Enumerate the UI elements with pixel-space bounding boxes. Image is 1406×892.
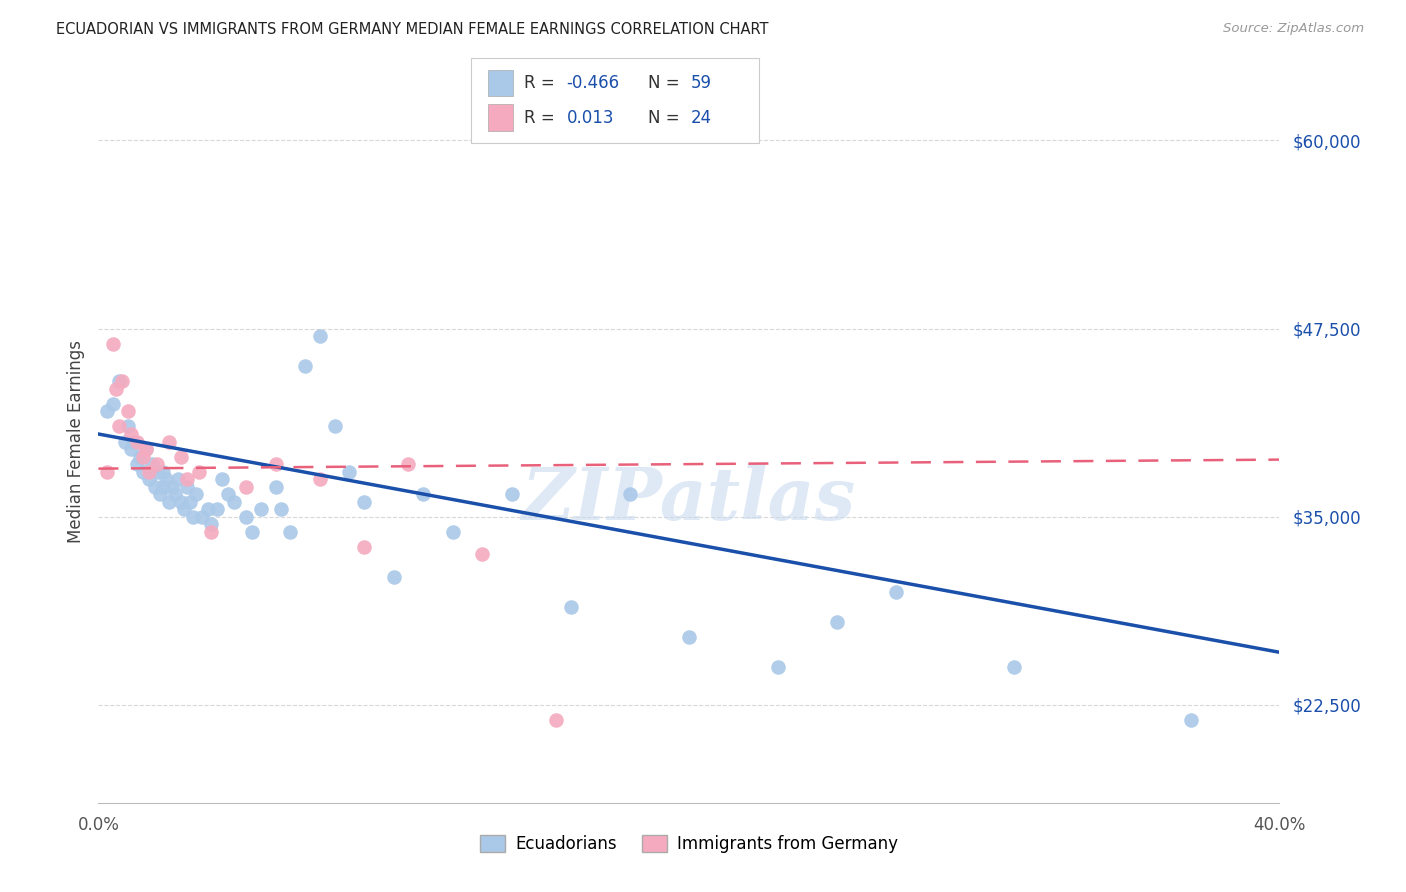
Text: R =: R = <box>524 109 561 127</box>
Point <box>197 502 219 516</box>
Point <box>117 419 139 434</box>
Point <box>678 630 700 644</box>
Point <box>122 434 145 449</box>
Point <box>157 494 180 508</box>
Point <box>157 434 180 449</box>
Text: 59: 59 <box>690 74 711 92</box>
Point <box>1002 660 1025 674</box>
Point <box>141 457 163 471</box>
Point <box>143 480 166 494</box>
Point <box>264 457 287 471</box>
Point <box>619 487 641 501</box>
Text: ZIPatlas: ZIPatlas <box>522 464 856 535</box>
Point <box>132 450 155 464</box>
Point <box>111 375 134 389</box>
Point <box>250 502 273 516</box>
Point <box>471 548 494 562</box>
Point <box>146 457 169 471</box>
Point <box>191 509 214 524</box>
Point <box>120 442 142 456</box>
Point <box>96 465 118 479</box>
Point <box>155 472 177 486</box>
Point <box>125 434 148 449</box>
Text: N =: N = <box>648 74 685 92</box>
Point <box>546 713 568 727</box>
Point <box>132 465 155 479</box>
Point <box>264 480 287 494</box>
Point <box>211 472 233 486</box>
Point <box>280 524 302 539</box>
Point <box>339 465 361 479</box>
Point <box>309 472 332 486</box>
Point <box>128 450 150 464</box>
Point <box>108 375 131 389</box>
Point <box>149 487 172 501</box>
Point <box>235 509 257 524</box>
Point <box>441 524 464 539</box>
Point <box>294 359 316 374</box>
Point <box>176 480 198 494</box>
Point <box>1180 713 1202 727</box>
Point <box>179 494 201 508</box>
Point <box>200 524 222 539</box>
Y-axis label: Median Female Earnings: Median Female Earnings <box>66 340 84 543</box>
Point <box>309 329 332 343</box>
Point <box>117 404 139 418</box>
Point <box>125 457 148 471</box>
Legend: Ecuadorians, Immigrants from Germany: Ecuadorians, Immigrants from Germany <box>474 828 904 860</box>
Point <box>353 494 375 508</box>
Point <box>501 487 523 501</box>
Point <box>167 472 190 486</box>
Text: R =: R = <box>524 74 561 92</box>
Point <box>205 502 228 516</box>
Point <box>162 480 183 494</box>
Point <box>138 465 160 479</box>
Point <box>114 434 136 449</box>
Text: N =: N = <box>648 109 685 127</box>
Point <box>240 524 263 539</box>
Point <box>224 494 246 508</box>
Point <box>152 480 174 494</box>
Point <box>353 540 375 554</box>
Point <box>170 494 193 508</box>
Point <box>108 419 131 434</box>
Point <box>200 517 222 532</box>
Text: ECUADORIAN VS IMMIGRANTS FROM GERMANY MEDIAN FEMALE EARNINGS CORRELATION CHART: ECUADORIAN VS IMMIGRANTS FROM GERMANY ME… <box>56 22 769 37</box>
Point <box>120 427 142 442</box>
Point <box>398 457 420 471</box>
Point <box>766 660 789 674</box>
Point <box>412 487 434 501</box>
Point <box>270 502 292 516</box>
Point <box>181 509 204 524</box>
Point <box>135 442 157 456</box>
Point <box>187 465 209 479</box>
Text: -0.466: -0.466 <box>567 74 620 92</box>
Point <box>103 336 125 351</box>
Point <box>138 472 160 486</box>
Point <box>235 480 257 494</box>
Point <box>884 585 907 599</box>
Point <box>382 570 405 584</box>
Text: Source: ZipAtlas.com: Source: ZipAtlas.com <box>1223 22 1364 36</box>
Point <box>173 502 195 516</box>
Point <box>135 442 157 456</box>
Point <box>146 465 169 479</box>
Point <box>103 397 125 411</box>
Text: 0.013: 0.013 <box>567 109 614 127</box>
Point <box>825 615 848 630</box>
Point <box>217 487 239 501</box>
Point <box>152 465 174 479</box>
Point <box>184 487 207 501</box>
Point <box>323 419 346 434</box>
Text: 24: 24 <box>690 109 711 127</box>
Point <box>176 472 198 486</box>
Point <box>165 487 187 501</box>
Point <box>170 450 193 464</box>
Point <box>105 382 128 396</box>
Point <box>560 600 582 615</box>
Point <box>96 404 118 418</box>
